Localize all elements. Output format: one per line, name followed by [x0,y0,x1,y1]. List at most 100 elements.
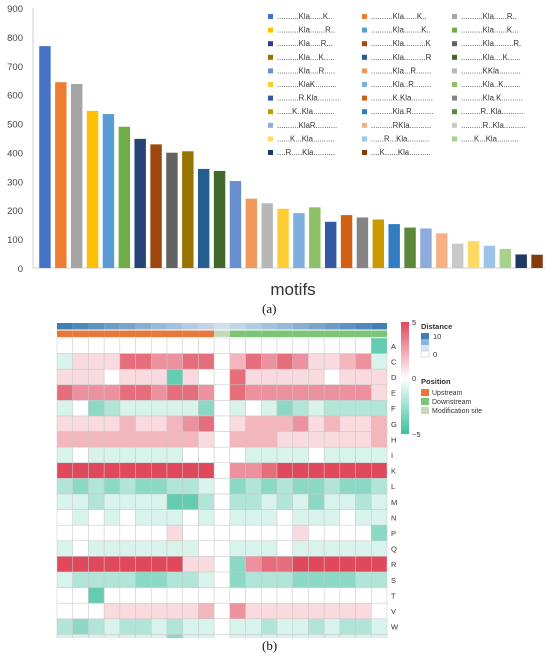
legend-label: ..........Kla......K.. [277,12,332,21]
heatmap-cell [72,540,89,557]
heatmap-cell [182,368,199,386]
heatmap-annotation-bars [57,323,387,337]
heatmap-cell [119,353,136,370]
distance-legend-title: Distance [421,322,452,331]
heatmap-cell [166,353,183,370]
heatmap-cell [166,368,183,386]
heatmap-cell [261,384,278,401]
heatmap-cell [182,634,199,638]
heatmap-cell [339,540,356,557]
position-cell [198,330,215,337]
position-legend-swatch [421,407,429,414]
distance-cell [88,323,105,330]
heatmap-cell [119,368,136,386]
heatmap-cell [323,602,341,620]
heatmap-cell [166,446,183,464]
heatmap-cell [213,524,231,542]
distance-legend-tick: 0 [433,350,437,359]
heatmap-cell [276,431,293,448]
position-legend-swatch [421,398,429,405]
heatmap-cell [72,337,89,354]
heatmap-cell [245,618,262,635]
heatmap-cell [198,618,215,635]
position-cell [119,330,136,337]
heatmap-cell [151,478,168,495]
heatmap-cell [182,400,199,417]
legend-label: ..........R..Kla.......... [461,121,526,130]
heatmap-cell [103,415,121,432]
heatmap-cell [292,509,309,526]
bar [102,114,115,269]
heatmap-cell [355,587,372,604]
heatmap-cell [198,509,215,526]
heatmap-cell [56,353,73,370]
legend-label: ......K...Kla.......... [461,134,519,143]
heatmap-cell [213,634,231,638]
heatmap-cell [88,571,105,588]
heatmap-cell [355,524,372,542]
heatmap-cell [198,602,215,620]
heatmap-cell [103,602,121,620]
heatmap-cell [323,431,341,448]
heatmap-cell [56,587,73,604]
heatmap-cell [261,634,278,638]
heatmap-cell [371,431,388,448]
heatmap-cell [166,571,183,588]
heatmap-cell [308,337,325,354]
heatmap-cell [276,337,293,354]
y-tick-label: 100 [7,235,23,246]
legend-swatch [452,95,457,101]
heatmap-cell [182,509,199,526]
heatmap-cell [151,462,168,479]
heatmap-cell [308,556,325,573]
heatmap-cell [276,618,293,635]
row-label: N [391,513,396,522]
heatmap-cell [371,478,388,495]
row-label: F [391,404,396,413]
heatmap-cell [56,337,73,354]
heatmap-cell [229,493,246,510]
heatmap-cell [135,602,152,620]
bar [293,213,305,268]
heatmap-cell [119,462,136,479]
heatmap-cell [245,384,262,401]
legend-swatch [452,82,457,87]
heatmap-cell [276,446,293,464]
bar [55,82,67,269]
heatmap-cell [229,556,246,573]
heatmap-cell [151,540,168,557]
heatmap-cell [56,571,73,588]
heatmap-cell [151,524,168,542]
heatmap-cell [151,509,168,526]
heatmap-cell [213,540,231,557]
heatmap-cell [261,368,278,386]
heatmap-cell [88,462,105,479]
heatmap-cell [245,337,262,354]
heatmap-cell [371,415,388,432]
heatmap-cell [103,353,121,370]
heatmap-cell [72,571,89,588]
heatmap-cell [198,415,215,432]
heatmap-cell [355,446,372,464]
heatmap-cell [103,478,121,495]
heatmap-cell [276,602,293,620]
heatmap-cell [276,571,293,588]
bar [118,126,131,268]
heatmap-cell [229,353,246,370]
heatmap-cell [339,415,356,432]
bar [372,219,385,268]
heatmap-cell [245,571,262,588]
heatmap-cell [103,431,121,448]
legend-swatch [362,54,367,60]
heatmap-cell [198,556,215,573]
heatmap-cell [276,524,293,542]
heatmap-cell [276,353,293,370]
heatmap-cell [323,400,341,417]
position-legend-label: Modification site [432,408,482,415]
legend-swatch [452,41,457,47]
position-cell [277,330,293,337]
legend-label: ..........Kla....K..... [277,53,335,62]
heatmap-cell [88,587,105,604]
heatmap-cell [119,384,136,401]
heatmap-cell [72,400,89,417]
